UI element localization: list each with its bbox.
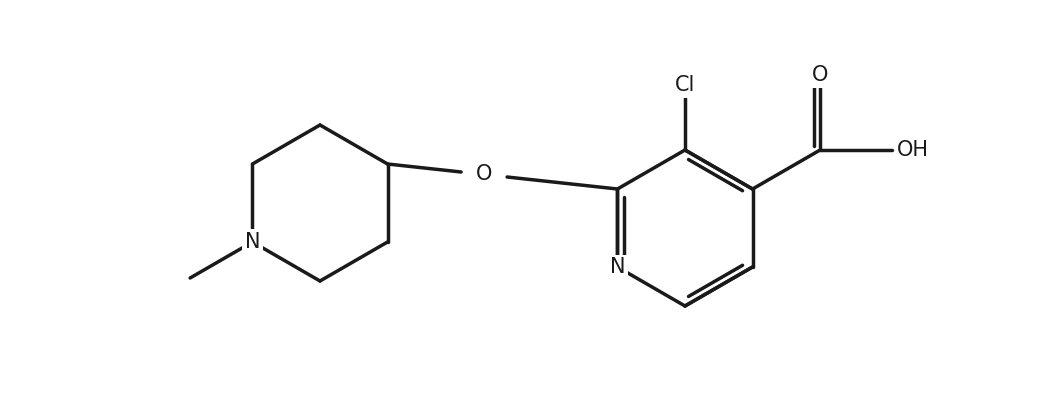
Text: N: N — [609, 257, 625, 277]
Text: O: O — [812, 65, 828, 85]
Text: O: O — [475, 164, 492, 185]
Text: Cl: Cl — [675, 75, 695, 95]
Text: OH: OH — [897, 140, 929, 160]
Text: N: N — [245, 232, 261, 252]
